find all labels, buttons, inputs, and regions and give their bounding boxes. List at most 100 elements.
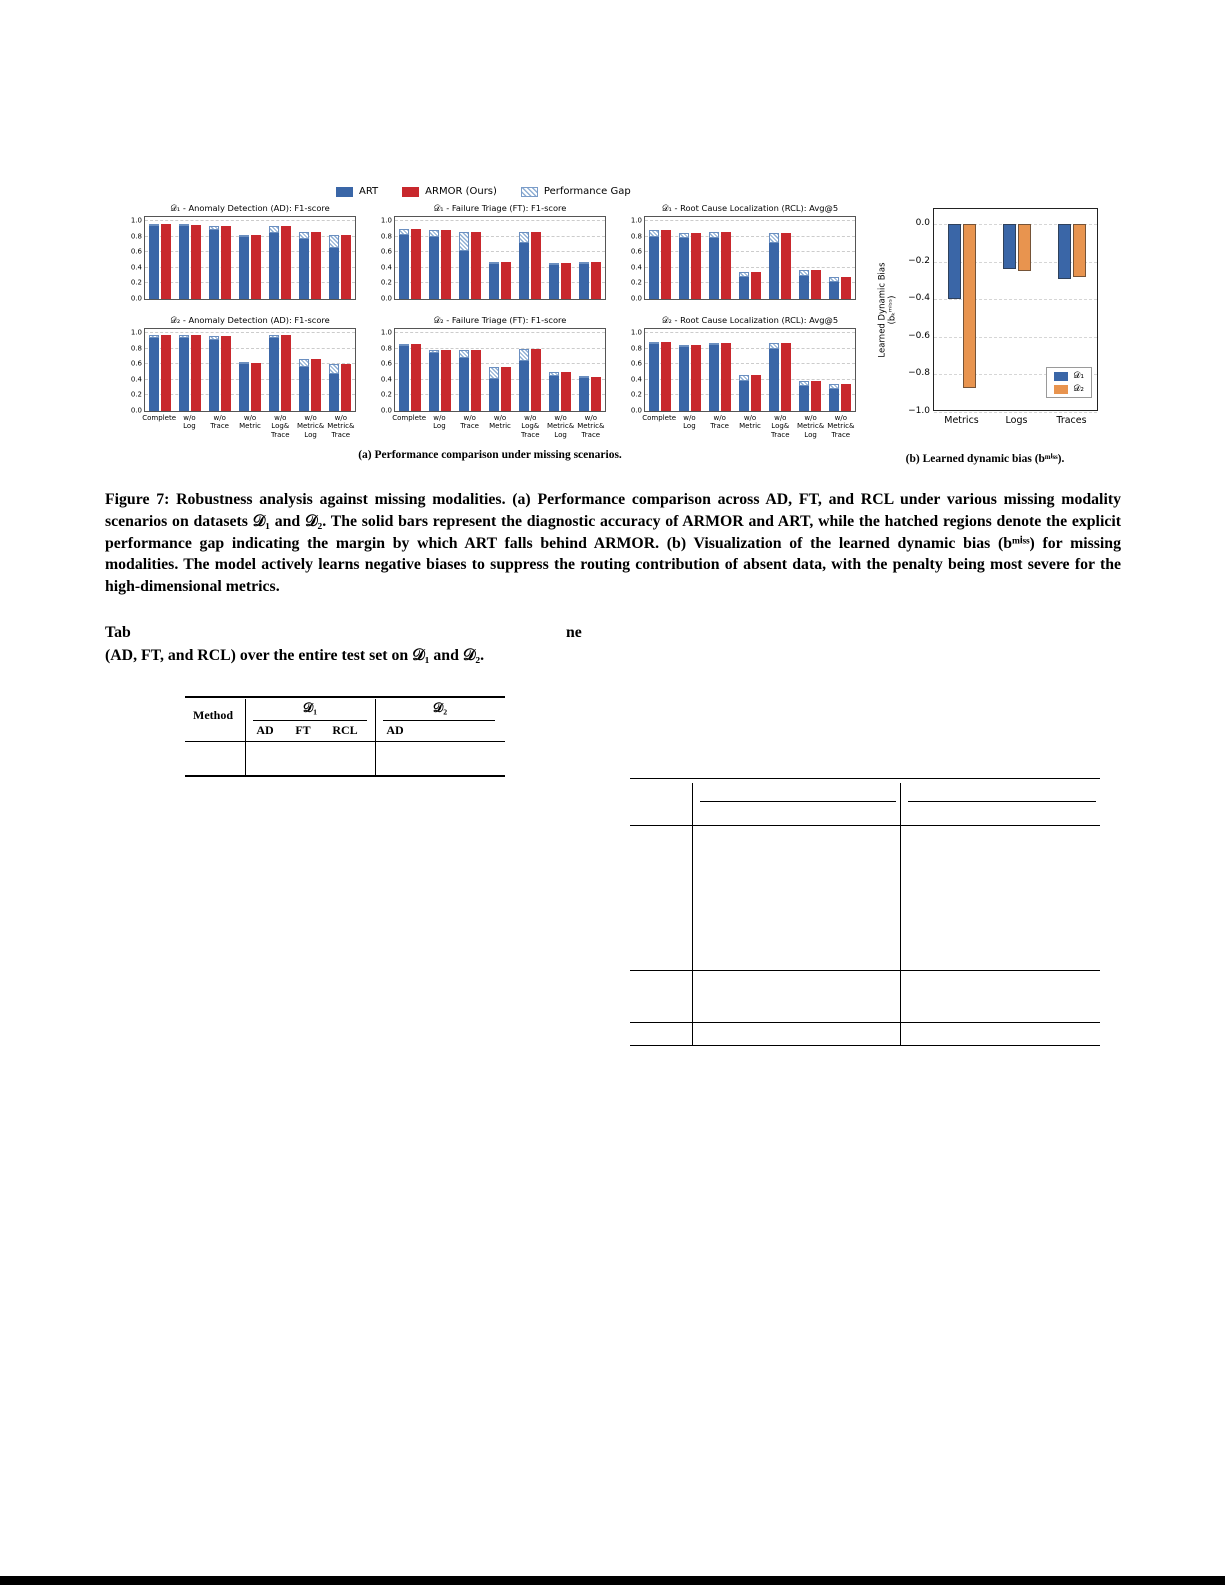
y-tick-label: 0.8: [130, 344, 142, 353]
chart-plot: 0.0 0.2 0.4 0.6 0.8 1.0: [131, 216, 356, 303]
bar-armor: [160, 335, 171, 411]
bar-art: [519, 361, 529, 411]
cmidrule-right: [908, 801, 1096, 802]
y-tick-label: 0.6: [130, 359, 142, 368]
bar-armor: [191, 224, 201, 299]
chart-d1-failure-triage: 𝒟₁ - Failure Triage (FT): F1-score 0.0 0.2…: [368, 203, 618, 303]
table-caption-line-2: (AD, FT, and RCL) over the entire test s…: [105, 647, 485, 664]
bar-performance-gap: [299, 231, 309, 239]
y-tick-label: 0.6: [380, 359, 392, 368]
bias-bar-d1: [947, 224, 961, 300]
column-header-ad-d2: AD: [386, 723, 404, 737]
bar-art: [769, 349, 779, 411]
bar-performance-gap: [549, 263, 559, 266]
d2-color-swatch: [1054, 384, 1069, 394]
gridline: [145, 251, 355, 253]
x-tick-label: w/o Metric& Log: [546, 414, 575, 439]
bar-performance-gap: [148, 223, 159, 226]
bar-performance-gap: [648, 341, 659, 344]
gridline: [934, 261, 1097, 263]
bar-art: [398, 234, 409, 299]
cmidrule-d1: [253, 720, 367, 721]
bar-armor: [561, 371, 571, 411]
bar-armor: [660, 230, 671, 299]
x-tick-label: w/o Metric: [489, 414, 511, 431]
x-tick-label: w/o Metric& Log: [296, 414, 325, 439]
y-tick-label: −1.0: [908, 406, 930, 416]
gridline: [934, 336, 1097, 338]
gridline: [395, 219, 605, 221]
bar-performance-gap: [489, 367, 499, 379]
bar-performance-gap: [209, 336, 219, 340]
bar-armor: [160, 224, 171, 299]
bar-art: [269, 338, 279, 411]
gridline: [395, 266, 605, 268]
y-tick-label: 0.0: [380, 406, 392, 415]
gridline: [395, 347, 605, 349]
x-tick-label: w/o Log: [433, 414, 446, 431]
bar-armor: [341, 364, 351, 411]
chart-title: 𝒟₂ - Root Cause Localization (RCL): Avg@…: [661, 315, 839, 325]
y-tick-label: 0.2: [630, 278, 642, 287]
gridline: [145, 331, 355, 333]
table-vertical-divider: [900, 783, 901, 825]
bar-armor: [721, 231, 731, 299]
bar-art: [179, 338, 189, 411]
bar-performance-gap: [459, 350, 469, 358]
gridline: [645, 251, 855, 253]
bar-art: [239, 237, 249, 299]
bar-art: [148, 338, 159, 411]
column-header-ft: FT: [295, 723, 311, 737]
y-tick-label: 0.6: [630, 359, 642, 368]
bar-performance-gap: [429, 350, 439, 354]
bar-art: [709, 345, 719, 411]
bar-performance-gap: [829, 277, 839, 282]
y-tick-label: 0.0: [915, 218, 930, 228]
gridline: [395, 282, 605, 284]
chart-title: 𝒟₁ - Failure Triage (FT): F1-score: [433, 203, 567, 213]
y-tick-label: 0.2: [380, 278, 392, 287]
y-tick-label: 0.6: [630, 247, 642, 256]
bar-art: [648, 343, 659, 411]
bar-armor: [410, 228, 421, 299]
bar-art: [239, 364, 249, 411]
gridline: [145, 347, 355, 349]
bar-art: [579, 378, 589, 411]
bias-legend: 𝒟₁ 𝒟₂: [1046, 367, 1092, 398]
table-vertical-divider: [900, 825, 901, 970]
bar-art: [709, 238, 719, 299]
bar-armor: [410, 343, 421, 411]
y-tick-label: 1.0: [130, 328, 142, 337]
bias-plot-area: 0.0 −0.2 −0.4 −0.6 −0.8 −1.0 Metrics Logs Traces…: [908, 208, 1098, 426]
bar-performance-gap: [679, 232, 689, 239]
table-vertical-divider: [245, 699, 246, 775]
bar-art: [648, 236, 659, 299]
bar-performance-gap: [179, 335, 189, 339]
y-tick-label: 0.4: [380, 375, 392, 384]
legend-item-armor: ARMOR (Ours): [402, 186, 497, 197]
bar-armor: [251, 234, 261, 299]
bar-performance-gap: [579, 376, 589, 379]
bar-armor: [501, 367, 511, 411]
table-vertical-divider: [692, 783, 693, 825]
gridline: [145, 235, 355, 237]
bar-performance-gap: [769, 232, 779, 243]
x-tick-label: Complete: [392, 414, 427, 422]
x-tick-label: w/o Metric: [239, 414, 261, 431]
gridline: [934, 299, 1097, 301]
empty-table-skeleton: [630, 778, 1100, 1050]
y-tick-label: 1.0: [380, 216, 392, 225]
gridline: [145, 282, 355, 284]
chart-d2-anomaly-detection: 𝒟₂ - Anomaly Detection (AD): F1-score 0.0…: [118, 315, 368, 450]
bar-armor: [281, 335, 291, 411]
bar-performance-gap: [799, 380, 809, 387]
table-caption-fragment-2: ne: [566, 624, 582, 641]
bar-armor: [471, 231, 481, 299]
y-tick-label: 0.2: [130, 390, 142, 399]
bar-art: [679, 346, 689, 411]
bar-armor: [251, 363, 261, 411]
x-tick-label: Logs: [1005, 415, 1028, 426]
y-tick-label: −0.2: [908, 255, 930, 266]
bar-art: [429, 353, 439, 411]
bar-armor: [191, 335, 201, 411]
